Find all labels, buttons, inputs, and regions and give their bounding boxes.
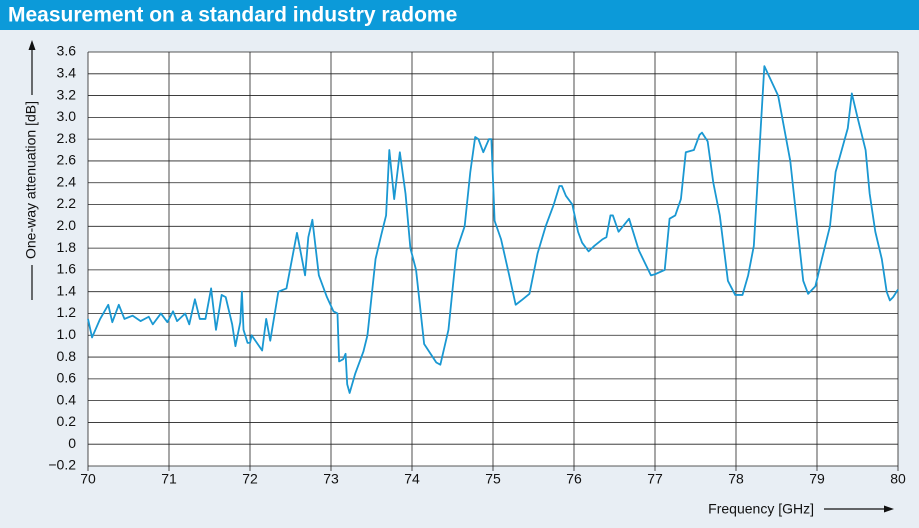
data-line: [87, 65, 899, 394]
y-tick-label: 0.8: [57, 348, 77, 364]
chart-title: Measurement on a standard industry radom…: [8, 4, 457, 27]
x-tick-label: 78: [728, 471, 744, 487]
y-tick-label: 2.0: [57, 217, 77, 233]
y-tick-label: 2.6: [57, 152, 77, 168]
x-tick-label: 70: [80, 471, 96, 487]
x-tick-label: 79: [809, 471, 825, 487]
y-tick-label: 1.4: [57, 282, 77, 298]
y-tick-label: 2.8: [57, 130, 77, 146]
y-tick-label: 2.2: [57, 195, 77, 211]
y-tick-label: −0.2: [48, 457, 76, 473]
y-tick-label: 1.0: [57, 326, 77, 342]
x-tick-label: 71: [161, 471, 177, 487]
header-bar: [0, 0, 919, 30]
y-tick-label: 3.6: [57, 43, 77, 59]
y-tick-label: 1.8: [57, 239, 77, 255]
y-arrow-head: [28, 40, 36, 50]
y-tick-label: 1.6: [57, 261, 77, 277]
y-tick-label: 1.2: [57, 304, 77, 320]
y-tick-label: 3.0: [57, 108, 77, 124]
x-tick-label: 80: [890, 471, 906, 487]
x-tick-label: 74: [404, 471, 420, 487]
x-tick-label: 72: [242, 471, 258, 487]
x-tick-label: 76: [566, 471, 582, 487]
x-tick-label: 77: [647, 471, 663, 487]
x-arrow-head: [884, 505, 894, 513]
y-tick-label: 2.4: [57, 173, 77, 189]
y-tick-label: 3.4: [57, 64, 77, 80]
y-axis-label: One-way attenuation [dB]: [23, 101, 39, 259]
x-tick-label: 75: [485, 471, 501, 487]
y-tick-label: 0.4: [57, 391, 77, 407]
x-axis-label: Frequency [GHz]: [708, 501, 814, 517]
y-tick-label: 0: [68, 435, 76, 451]
y-tick-label: 0.6: [57, 370, 77, 386]
y-tick-label: 0.2: [57, 413, 77, 429]
x-tick-label: 73: [323, 471, 339, 487]
y-tick-label: 3.2: [57, 86, 77, 102]
